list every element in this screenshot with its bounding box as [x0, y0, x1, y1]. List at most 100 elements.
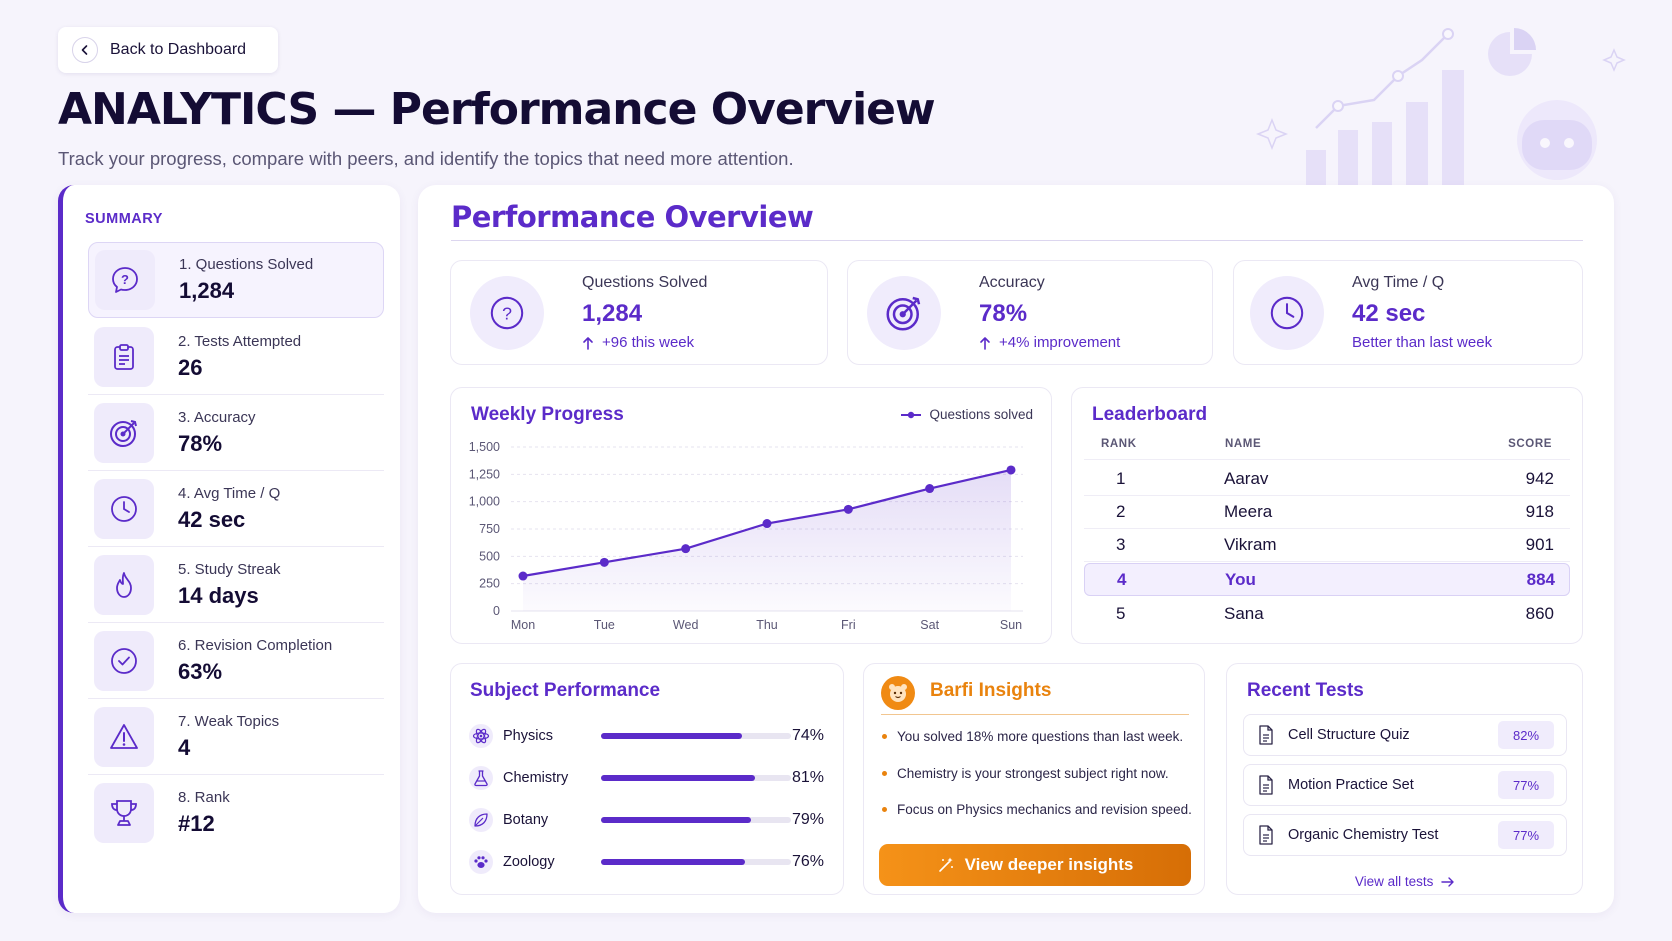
subject-name: Zoology: [503, 854, 555, 870]
summary-item-value: 1,284: [179, 278, 235, 303]
clock-icon: [1250, 275, 1324, 350]
summary-item-rank[interactable]: 8. Rank #12: [88, 775, 384, 851]
barfi-insights-card: Barfi Insights You solved 18% more quest…: [863, 663, 1205, 895]
magic-wand-icon: [938, 857, 953, 872]
stat-value: 78%: [979, 300, 1028, 327]
leaderboard-name: Vikram: [1224, 535, 1277, 554]
question-icon: ?: [470, 275, 544, 350]
leaderboard-rank: 1: [1116, 469, 1126, 488]
x-tick-label: Sat: [920, 618, 939, 632]
page-title: ANALYTICS — Performance Overview: [58, 84, 936, 135]
summary-item-value: 78%: [178, 430, 223, 456]
insight-item: Focus on Physics mechanics and revision …: [882, 802, 1192, 817]
stat-note-text: +4% improvement: [999, 334, 1121, 351]
y-tick-label: 1,000: [469, 495, 500, 509]
stat-card-accuracy: Accuracy 78% +4% improvement: [847, 260, 1213, 365]
subject-name: Chemistry: [503, 770, 569, 786]
leaderboard-header-divider: [1084, 459, 1570, 460]
flame-icon: [94, 554, 154, 615]
recent-test-name: Cell Structure Quiz: [1288, 727, 1410, 743]
chevron-left-icon: [72, 37, 98, 63]
x-tick-label: Mon: [511, 618, 535, 632]
leaderboard-row[interactable]: 5 Sana 860: [1084, 597, 1570, 630]
leaderboard-row[interactable]: 2 Meera 918: [1084, 496, 1570, 529]
svg-text:?: ?: [121, 272, 129, 287]
leaderboard-score: 942: [1525, 469, 1554, 488]
overview-divider: [451, 240, 1583, 241]
back-to-dashboard-button[interactable]: Back to Dashboard: [58, 27, 278, 73]
check-circle-icon: [94, 630, 154, 691]
recent-test-item[interactable]: Motion Practice Set 77%: [1243, 764, 1567, 806]
weekly-progress-card: Weekly Progress Questions solved 0 250 500…: [450, 387, 1052, 644]
leaderboard-title: Leaderboard: [1092, 404, 1208, 425]
subject-row-chemistry: Chemistry 81%: [469, 764, 824, 792]
summary-item-label: 1. Questions Solved: [179, 256, 314, 273]
subject-progress-track: [601, 733, 791, 739]
legend-label: Questions solved: [929, 407, 1033, 422]
insights-divider: [881, 714, 1189, 715]
recent-test-name: Organic Chemistry Test: [1288, 827, 1439, 843]
subject-row-botany: Botany 79%: [469, 806, 824, 834]
leaderboard-header-score: SCORE: [1508, 438, 1552, 450]
summary-item-label: 2. Tests Attempted: [178, 332, 302, 350]
insight-item: You solved 18% more questions than last …: [882, 729, 1183, 744]
data-point: [925, 484, 935, 494]
subject-progress-fill: [601, 733, 742, 739]
leaderboard-name: Aarav: [1224, 469, 1269, 488]
leaderboard-name: Meera: [1224, 502, 1273, 521]
leaderboard-score: 884: [1526, 569, 1555, 589]
summary-item-value: 42 sec: [178, 506, 246, 532]
arrow-right-icon: [1441, 877, 1454, 888]
leaderboard-header-name: NAME: [1225, 438, 1262, 450]
view-deeper-insights-button[interactable]: View deeper insights: [879, 844, 1191, 886]
summary-item-accuracy[interactable]: 3. Accuracy 78%: [88, 395, 384, 471]
subject-performance-card: Subject Performance Physics 74% Chemistr…: [450, 663, 844, 895]
leaderboard-name: You: [1225, 569, 1256, 589]
weekly-progress-title: Weekly Progress: [471, 404, 624, 425]
subject-percent: 74%: [791, 727, 824, 744]
recent-test-name: Motion Practice Set: [1288, 777, 1414, 793]
x-tick-label: Wed: [673, 618, 699, 632]
back-button-label: Back to Dashboard: [110, 41, 247, 58]
subject-progress-fill: [601, 775, 755, 781]
summary-item-avg-time[interactable]: 4. Avg Time / Q 42 sec: [88, 471, 384, 547]
bullet-icon: [882, 734, 887, 739]
summary-item-value: 26: [178, 354, 203, 380]
recent-tests-title: Recent Tests: [1247, 680, 1364, 701]
summary-item-value: 63%: [178, 658, 223, 684]
view-all-tests-label: View all tests: [1354, 874, 1434, 889]
leaderboard-rank: 3: [1116, 535, 1126, 554]
target-icon: [867, 275, 941, 350]
summary-item-study-streak[interactable]: 5. Study Streak 14 days: [88, 547, 384, 623]
trophy-icon: [94, 783, 154, 843]
leaderboard-rank: 4: [1117, 569, 1127, 589]
stat-card-avg-time: Avg Time / Q 42 sec Better than last wee…: [1233, 260, 1583, 365]
data-point: [518, 571, 528, 581]
svg-text:?: ?: [502, 303, 512, 323]
leaderboard-row-you[interactable]: 4 You 884: [1084, 563, 1570, 596]
weekly-progress-chart: 0 250 500 750 1,000 1,250 1,500 Mon Tue Wed Thu Fri…: [469, 440, 1023, 632]
recent-test-item[interactable]: Cell Structure Quiz 82%: [1243, 714, 1567, 756]
document-icon: [1259, 725, 1273, 745]
summary-item-weak-topics[interactable]: 7. Weak Topics 4: [88, 699, 384, 775]
subject-name: Botany: [503, 812, 549, 828]
insight-text: Focus on Physics mechanics and revision …: [897, 802, 1192, 817]
insight-text: Chemistry is your strongest subject righ…: [897, 766, 1169, 781]
summary-item-tests-attempted[interactable]: 2. Tests Attempted 26: [88, 319, 384, 395]
stat-value: 1,284: [582, 300, 643, 327]
y-tick-label: 1,500: [469, 440, 500, 454]
recent-test-item[interactable]: Organic Chemistry Test 77%: [1243, 814, 1567, 856]
summary-item-questions-solved[interactable]: ? 1. Questions Solved 1,284: [88, 242, 384, 318]
view-all-tests-link[interactable]: View all tests: [1227, 874, 1583, 889]
arrow-up-icon: [980, 336, 990, 350]
stat-label: Questions Solved: [582, 274, 708, 291]
x-tick-label: Sun: [1000, 618, 1022, 632]
summary-item-label: 8. Rank: [178, 789, 230, 806]
leaderboard-row[interactable]: 1 Aarav 942: [1084, 463, 1570, 496]
summary-item-revision-completion[interactable]: 6. Revision Completion 63%: [88, 623, 384, 699]
stat-label: Avg Time / Q: [1352, 274, 1445, 291]
summary-item-label: 5. Study Streak: [178, 560, 281, 578]
paw-icon: [469, 850, 493, 874]
data-point: [681, 544, 691, 554]
leaderboard-row[interactable]: 3 Vikram 901: [1084, 529, 1570, 562]
